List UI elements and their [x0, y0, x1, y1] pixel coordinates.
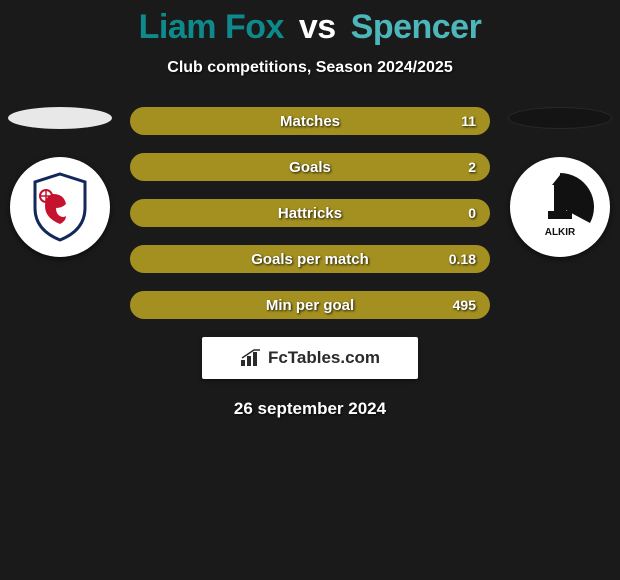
- club-crest-left: [10, 157, 110, 257]
- stat-value: 0: [468, 205, 476, 221]
- stat-label: Hattricks: [278, 205, 342, 222]
- player1-marker: [8, 107, 112, 129]
- svg-text:ALKIR: ALKIR: [545, 227, 576, 238]
- stat-row-min-per-goal: Min per goal 495: [130, 291, 490, 319]
- player1-name: Liam Fox: [139, 8, 284, 46]
- vs-label: vs: [299, 8, 336, 46]
- left-side: [0, 107, 120, 257]
- crest-right-icon: ALKIR: [518, 165, 602, 249]
- stat-value: 11: [461, 113, 476, 129]
- badge-text: FcTables.com: [268, 348, 380, 368]
- stat-label: Goals per match: [251, 251, 369, 268]
- club-crest-right: ALKIR: [510, 157, 610, 257]
- crest-left-icon: [21, 168, 99, 246]
- player2-marker: [508, 107, 612, 129]
- stats-column: Matches 11 Goals 2 Hattricks 0 Goals per…: [120, 107, 500, 319]
- stat-row-goals-per-match: Goals per match 0.18: [130, 245, 490, 273]
- main-layout: Matches 11 Goals 2 Hattricks 0 Goals per…: [0, 107, 620, 319]
- stat-label: Goals: [289, 159, 331, 176]
- comparison-widget: Liam Fox vs Spencer Club competitions, S…: [0, 0, 620, 419]
- stat-value: 2: [468, 159, 476, 175]
- stat-row-matches: Matches 11: [130, 107, 490, 135]
- player2-name: Spencer: [351, 8, 482, 46]
- stat-label: Matches: [280, 113, 340, 130]
- subtitle: Club competitions, Season 2024/2025: [167, 59, 452, 77]
- stat-value: 0.18: [449, 251, 476, 267]
- bars-icon: [240, 349, 262, 367]
- stat-label: Min per goal: [266, 297, 354, 314]
- date-label: 26 september 2024: [234, 399, 386, 419]
- page-title: Liam Fox vs Spencer: [139, 8, 482, 47]
- stat-value: 495: [453, 297, 476, 313]
- stat-row-goals: Goals 2: [130, 153, 490, 181]
- right-side: ALKIR: [500, 107, 620, 257]
- stat-row-hattricks: Hattricks 0: [130, 199, 490, 227]
- fctables-badge[interactable]: FcTables.com: [202, 337, 418, 379]
